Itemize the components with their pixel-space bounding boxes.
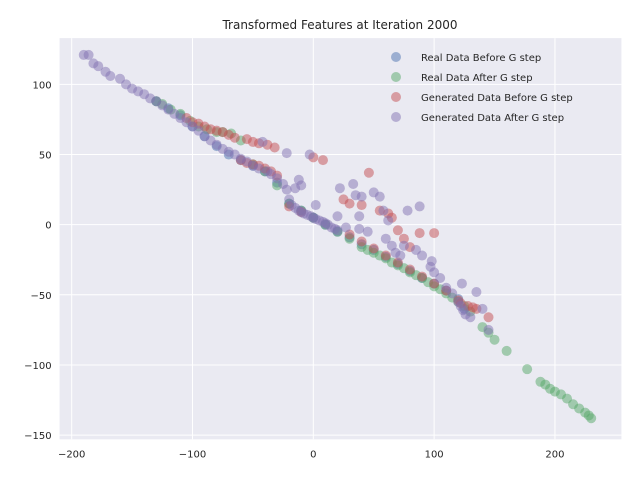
data-point xyxy=(368,243,379,254)
y-tick-label: 0 xyxy=(45,221,51,232)
legend-marker xyxy=(391,92,401,102)
y-tick-label: −150 xyxy=(24,431,51,442)
data-point xyxy=(417,250,428,261)
x-tick-label: −200 xyxy=(58,449,85,460)
data-point xyxy=(257,136,268,147)
y-tick-label: −50 xyxy=(30,291,51,302)
tick-layer: −200 −100 0 100 200 −150 −100 −50 0 50 100 xyxy=(24,80,564,460)
data-point xyxy=(483,312,494,323)
legend-marker xyxy=(391,72,401,82)
data-point xyxy=(344,198,355,209)
data-point xyxy=(293,174,304,185)
series-4 xyxy=(78,49,494,335)
data-point xyxy=(586,413,597,424)
legend-label: Real Data Before G step xyxy=(421,53,541,64)
legend-marker xyxy=(391,52,401,62)
data-point xyxy=(229,132,240,143)
x-tick-label: 0 xyxy=(310,449,316,460)
data-point xyxy=(356,191,367,202)
data-point xyxy=(354,223,365,234)
y-tick-label: 50 xyxy=(39,151,52,162)
data-point xyxy=(310,200,321,211)
data-point xyxy=(522,364,533,375)
data-point xyxy=(501,345,512,356)
data-point xyxy=(304,149,315,160)
grid-layer xyxy=(59,38,622,440)
data-point xyxy=(417,271,428,282)
data-point xyxy=(477,303,488,314)
data-point xyxy=(402,205,413,216)
data-point xyxy=(395,250,406,261)
data-point xyxy=(253,163,264,174)
legend-label: Real Data After G step xyxy=(421,73,533,84)
data-point xyxy=(471,287,482,298)
data-point xyxy=(363,167,374,178)
data-point xyxy=(398,240,409,251)
data-point xyxy=(447,288,458,299)
data-point xyxy=(456,278,467,289)
data-point xyxy=(269,142,280,153)
x-tick-label: 200 xyxy=(545,449,564,460)
x-tick-label: 100 xyxy=(425,449,444,460)
data-point xyxy=(332,211,343,222)
data-point xyxy=(348,178,359,189)
legend: Real Data Before G step Real Data After G… xyxy=(391,52,573,124)
data-point xyxy=(356,200,367,211)
data-point xyxy=(429,228,440,239)
data-point xyxy=(465,312,476,323)
data-point xyxy=(340,222,351,233)
data-point xyxy=(378,205,389,216)
legend-marker xyxy=(391,112,401,122)
data-point xyxy=(362,226,373,237)
legend-label: Generated Data After G step xyxy=(421,113,564,124)
data-point xyxy=(281,148,292,159)
data-point xyxy=(83,49,94,60)
data-point xyxy=(404,264,415,275)
points-layer xyxy=(78,49,597,424)
data-point xyxy=(383,215,394,226)
data-point xyxy=(489,334,500,345)
data-point xyxy=(398,233,409,244)
y-tick-label: −100 xyxy=(24,361,51,372)
data-point xyxy=(93,61,104,72)
data-point xyxy=(414,201,425,212)
data-point xyxy=(105,70,116,81)
y-tick-label: 100 xyxy=(33,80,52,91)
data-point xyxy=(380,250,391,261)
data-point xyxy=(374,191,385,202)
data-point xyxy=(356,236,367,247)
data-point xyxy=(334,183,345,194)
data-point xyxy=(354,211,365,222)
data-point xyxy=(281,184,292,195)
data-point xyxy=(414,228,425,239)
data-point xyxy=(435,272,446,283)
data-point xyxy=(317,155,328,166)
x-tick-label: −100 xyxy=(179,449,206,460)
data-point xyxy=(332,225,343,236)
data-point xyxy=(392,225,403,236)
data-point xyxy=(483,324,494,335)
data-point xyxy=(380,233,391,244)
data-point xyxy=(426,256,437,267)
chart-title: Transformed Features at Iteration 2000 xyxy=(221,18,457,32)
legend-label: Generated Data Before G step xyxy=(421,93,573,104)
